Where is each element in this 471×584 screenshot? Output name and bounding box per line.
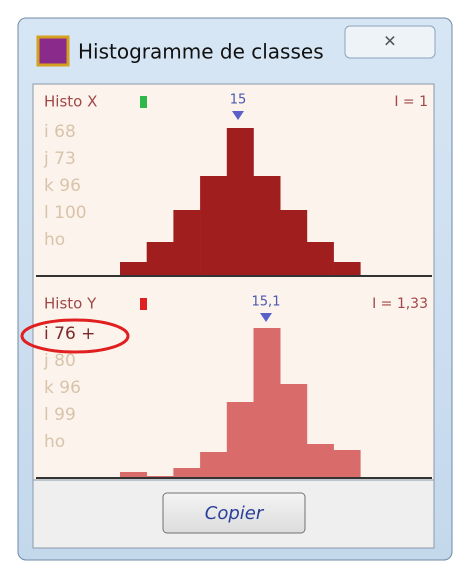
panel-name: Histo X	[44, 93, 97, 111]
dialog: Histogramme de classes ✕ Copier Histo X 1…	[0, 0, 471, 580]
histogram-bar	[334, 262, 361, 276]
histogram-bar	[120, 262, 147, 276]
histogram-bar	[254, 328, 281, 478]
histogram-bar	[334, 450, 361, 478]
histogram-bar	[173, 210, 200, 276]
stat-label: j 73	[43, 149, 76, 169]
histogram-bar	[280, 384, 307, 478]
panel-indicator	[140, 298, 147, 310]
page: Histogramme de classes ✕ Copier Histo X 1…	[0, 0, 471, 580]
stat-label: ho	[44, 432, 65, 452]
stat-label: l 99	[44, 405, 76, 425]
mean-label: 15	[230, 93, 247, 108]
stat-label: i 76 +	[44, 324, 95, 344]
close-icon[interactable]: ✕	[383, 32, 396, 51]
index-label: I = 1,33	[372, 296, 428, 312]
stat-label: j 80	[43, 351, 76, 371]
histogram-bar	[307, 242, 334, 276]
histogram-bar	[147, 242, 174, 276]
stat-label: ho	[44, 230, 65, 250]
histogram-bar	[280, 210, 307, 276]
histogram-bar	[307, 444, 334, 478]
histogram-bar	[227, 402, 254, 478]
histogram-bar	[227, 128, 254, 276]
histogram-bar	[200, 176, 227, 276]
stat-label: k 96	[44, 176, 81, 196]
copy-button-label[interactable]: Copier	[205, 503, 265, 524]
stat-label: k 96	[44, 378, 81, 398]
histogram-bar	[200, 452, 227, 478]
panel-indicator	[140, 96, 147, 108]
app-icon	[38, 37, 68, 65]
index-label: I = 1	[394, 94, 428, 110]
mean-label: 15,1	[252, 295, 281, 310]
panel-name: Histo Y	[44, 295, 97, 313]
stat-label: i 68	[44, 122, 76, 142]
histogram-bar	[254, 176, 281, 276]
histogram-bar	[173, 468, 200, 478]
window-title: Histogramme de classes	[78, 40, 324, 64]
stat-label: l 100	[44, 203, 87, 223]
